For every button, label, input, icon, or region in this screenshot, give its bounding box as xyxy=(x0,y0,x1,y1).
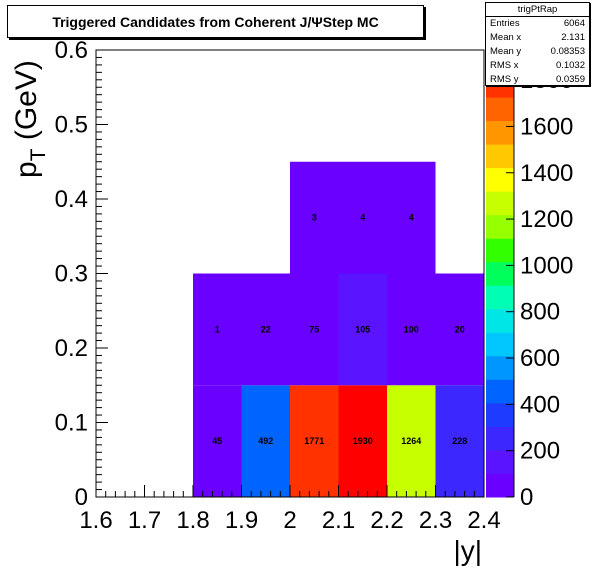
cell-label: 20 xyxy=(455,324,465,334)
x-tick-label: 1.9 xyxy=(225,507,258,534)
y-tick-label: 0.3 xyxy=(55,261,88,288)
y-tick-label: 0.4 xyxy=(55,186,88,213)
heatmap-cell xyxy=(193,273,242,386)
stats-row-mean-y: Mean y 0.08353 xyxy=(486,45,589,59)
palette-tick-label: 800 xyxy=(520,299,560,326)
heatmap-cell xyxy=(338,161,387,274)
palette-swatch xyxy=(486,191,514,216)
y-axis-label-unit: (GeV) xyxy=(10,60,43,148)
y-tick-label: 0.5 xyxy=(55,112,88,139)
heatmap-cell xyxy=(435,273,484,386)
cell-label: 4 xyxy=(409,213,414,223)
cell-label: 45 xyxy=(212,436,222,446)
palette-swatch xyxy=(486,473,514,498)
y-tick-label: 0.6 xyxy=(55,37,88,64)
cell-label: 492 xyxy=(258,436,273,446)
x-tick-label: 1.8 xyxy=(176,507,209,534)
x-tick-label: 1.7 xyxy=(128,507,161,534)
palette-swatch xyxy=(486,355,514,380)
stats-value: 2.131 xyxy=(561,32,585,43)
heatmap-cell xyxy=(290,161,339,274)
palette-swatch xyxy=(486,144,514,169)
palette-swatch xyxy=(486,379,514,404)
stats-box: trigPtRap Entries 6064 Mean x 2.131 Mean… xyxy=(485,2,590,86)
palette-swatch xyxy=(486,167,514,192)
stats-box-title: trigPtRap xyxy=(486,3,589,17)
heatmap-cell xyxy=(290,273,339,386)
y-axis-label-subscript: T xyxy=(27,148,50,161)
heatmap-cell xyxy=(338,273,387,386)
stats-label: Mean y xyxy=(490,46,522,57)
palette-swatch xyxy=(486,449,514,474)
palette-tick-label: 200 xyxy=(520,438,560,465)
x-tick-label: 2.3 xyxy=(419,507,452,534)
y-tick-label: 0 xyxy=(75,484,88,511)
palette-tick-label: 1600 xyxy=(520,113,573,140)
y-axis-label-main: p xyxy=(10,161,43,178)
stats-value: 0.08353 xyxy=(550,46,585,57)
palette-tick-label: 0 xyxy=(520,484,533,511)
cell-label: 22 xyxy=(261,324,271,334)
stats-label: Mean x xyxy=(490,32,522,43)
stats-value: 6064 xyxy=(563,18,585,29)
stats-row-entries: Entries 6064 xyxy=(486,17,589,31)
stats-value: 0.1032 xyxy=(555,60,585,71)
cell-label: 75 xyxy=(309,324,319,334)
stats-label: RMS x xyxy=(490,60,519,71)
heatmap-cell xyxy=(241,385,290,497)
cell-label: 228 xyxy=(452,436,467,446)
x-tick-label: 2.4 xyxy=(467,507,500,534)
palette-tick-label: 1200 xyxy=(520,206,573,233)
palette-swatch xyxy=(486,402,514,427)
heatmap-cell xyxy=(290,385,339,497)
chart-title: Triggered Candidates from Coherent J/ΨSt… xyxy=(7,5,424,38)
palette-swatch xyxy=(486,426,514,451)
cell-label: 105 xyxy=(355,324,370,334)
x-tick-label: 2 xyxy=(283,507,296,534)
palette-swatch xyxy=(486,120,514,145)
palette-swatch xyxy=(486,238,514,263)
x-axis-label: |y| xyxy=(453,535,482,566)
palette-swatch xyxy=(486,97,514,122)
palette-tick-label: 600 xyxy=(520,345,560,372)
heatmap-cell xyxy=(241,273,290,386)
stats-row-rms-x: RMS x 0.1032 xyxy=(486,59,589,73)
stats-row-rms-y: RMS y 0.0359 xyxy=(486,73,589,87)
x-tick-label: 2.1 xyxy=(322,507,355,534)
cell-label: 3 xyxy=(312,213,317,223)
palette-swatch xyxy=(486,332,514,357)
y-axis-label: pT (GeV) xyxy=(10,60,50,178)
y-tick-label: 0.2 xyxy=(55,335,88,362)
cell-label: 1 xyxy=(215,324,220,334)
stats-row-mean-x: Mean x 2.131 xyxy=(486,31,589,45)
cell-label: 1771 xyxy=(304,436,324,446)
stats-label: Entries xyxy=(490,18,520,29)
heatmap-cell xyxy=(387,161,436,274)
stats-label: RMS y xyxy=(490,74,519,85)
y-tick-label: 0.1 xyxy=(55,410,88,437)
palette-swatch xyxy=(486,285,514,310)
palette-swatch xyxy=(486,308,514,333)
heatmap-cell xyxy=(387,273,436,386)
cell-label: 100 xyxy=(404,324,419,334)
palette-tick-label: 1000 xyxy=(520,252,573,279)
cell-label: 4 xyxy=(360,213,365,223)
palette-swatch xyxy=(486,214,514,239)
stats-value: 0.0359 xyxy=(555,74,585,85)
heatmap-cell xyxy=(338,385,387,497)
palette-tick-label: 1400 xyxy=(520,160,573,187)
palette-tick-label: 400 xyxy=(520,391,560,418)
cell-label: 1264 xyxy=(401,436,421,446)
heatmap-cell xyxy=(193,385,242,497)
heatmap-cell xyxy=(435,385,484,497)
cell-label: 1930 xyxy=(353,436,373,446)
x-tick-label: 1.6 xyxy=(79,507,112,534)
x-tick-label: 2.2 xyxy=(370,507,403,534)
heatmap-cell xyxy=(387,385,436,497)
